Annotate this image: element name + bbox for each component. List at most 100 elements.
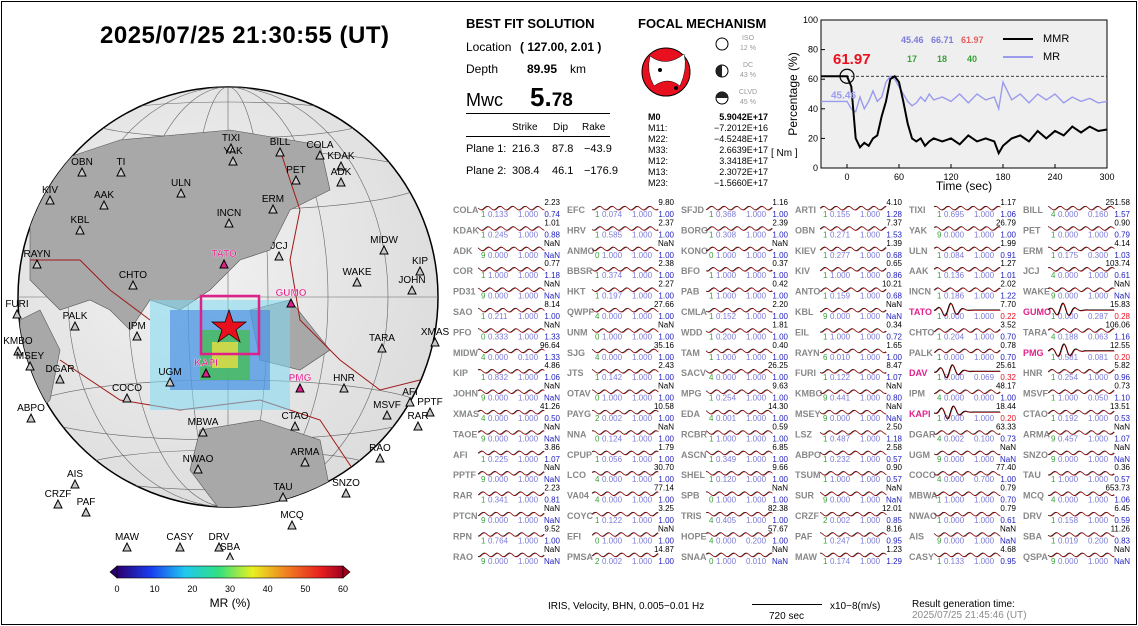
- station-ratio: 1.00: [658, 475, 674, 484]
- station-triangle-icon: [287, 519, 297, 530]
- station-code: KAPI: [909, 409, 931, 419]
- station-trace: QSPA NaN 9 0.000 1.000 NaN: [1023, 545, 1130, 566]
- station-ratio: 0.57: [1114, 475, 1130, 484]
- summary-bottom-value: 18: [937, 54, 947, 64]
- waveform-synthetic: [706, 389, 773, 395]
- waveform-synthetic: [478, 226, 545, 231]
- station-value-a: 0.000: [944, 373, 965, 382]
- station-amplitude: 63.33: [996, 422, 1017, 431]
- station-code: PAF: [795, 531, 813, 541]
- station-quality: 9: [823, 394, 828, 403]
- peak-label: 61.97: [833, 51, 871, 68]
- station-ratio: 1.00: [772, 292, 788, 301]
- station-value-a: 0.186: [944, 292, 965, 301]
- station-trace: PAYG 10.58 2 0.002 1.000 1.00: [567, 402, 675, 423]
- station-triangle-icon: [228, 155, 238, 166]
- station-code: BORG: [681, 225, 708, 235]
- station-value-b: 0.081: [1088, 353, 1109, 362]
- station-ratio: 0.68: [886, 251, 902, 260]
- dip-header: Dip: [553, 122, 569, 133]
- tensor-key: M13:: [648, 167, 669, 177]
- station-amplitude: 30.70: [654, 463, 675, 472]
- station-quality: 1: [1051, 373, 1056, 382]
- station-ratio: 1.22: [1000, 292, 1016, 301]
- map-station-label: PPTF: [417, 397, 443, 408]
- station-code: LCO: [567, 470, 586, 480]
- station-amplitude: 2.50: [886, 422, 902, 431]
- station-value-a: 0.308: [716, 230, 737, 239]
- station-value-a: 1.000: [716, 292, 737, 301]
- station-quality: 1: [823, 475, 828, 484]
- station-value-b: 1.000: [860, 434, 881, 443]
- station-value-a: 0.002: [944, 434, 965, 443]
- station-code: AIS: [909, 531, 924, 541]
- legend-entry: MMR: [1043, 33, 1069, 45]
- station-trace: INCN 2.02 1 0.186 1.000 1.22: [909, 280, 1017, 301]
- waveform-synthetic: [592, 532, 659, 537]
- station-quality: 4: [595, 496, 600, 505]
- station-value-a: 0.211: [488, 312, 508, 321]
- map-station: JCJ: [270, 241, 288, 261]
- waveform-synthetic: [592, 553, 659, 558]
- station-code: VA04: [567, 491, 589, 501]
- station-value-a: 0.000: [944, 536, 965, 545]
- station-value-a: 1.000: [602, 394, 623, 403]
- map-station-label: DRV: [209, 532, 230, 543]
- station-code: SHEL: [681, 470, 706, 480]
- station-amplitude: 35.16: [654, 341, 675, 350]
- station-trace: ANTO 10.21 1 0.159 1.000 0.68: [795, 280, 903, 301]
- station-ratio: 0.20: [1000, 414, 1016, 423]
- map-station-label: KAPI: [194, 358, 218, 369]
- station-value-b: 1.000: [974, 251, 995, 260]
- y-tick-label: 80: [808, 45, 818, 55]
- station-amplitude: 4.86: [544, 361, 560, 370]
- station-ratio: 1.00: [772, 536, 788, 545]
- station-value-a: 0.245: [488, 230, 509, 239]
- station-value-b: 1.000: [632, 292, 653, 301]
- station-ratio: 1.07: [1114, 434, 1130, 443]
- waveform-synthetic: [934, 389, 1001, 395]
- station-trace: ABPO 2.58 1 0.232 1.000 0.57: [795, 443, 903, 464]
- summary-bottom-value: 17: [907, 54, 917, 64]
- station-value-b: 1.000: [746, 210, 767, 219]
- station-value-b: 1.000: [860, 292, 881, 301]
- station-code: KIP: [453, 368, 468, 378]
- station-amplitude: 2.37: [658, 218, 674, 227]
- station-amplitude: 8.16: [886, 524, 902, 533]
- station-ratio: 1.00: [772, 414, 788, 423]
- station-ratio: 1.00: [772, 455, 788, 464]
- station-value-b: 1.000: [974, 271, 995, 280]
- station-triangle-icon: [219, 258, 229, 269]
- tensor-key: M0: [648, 112, 661, 122]
- station-value-b: 1.000: [860, 353, 881, 362]
- station-trace: WDD 1.81 1 0.200 1.000 1.00: [681, 320, 789, 341]
- map-station-label: OBN: [71, 157, 93, 168]
- map-station-label: TI: [117, 157, 126, 168]
- map-station-label: AAK: [94, 190, 114, 201]
- station-quality: 1: [709, 271, 714, 280]
- station-triangle-icon: [13, 345, 23, 356]
- waveform-synthetic: [706, 451, 773, 456]
- station-value-b: 1.000: [860, 394, 881, 403]
- map-station: ABPO: [17, 403, 45, 423]
- station-value-b: 1.000: [746, 455, 767, 464]
- station-value-a: 0.000: [488, 414, 509, 423]
- station-value-a: 0.000: [716, 373, 737, 382]
- waveform-synthetic: [1048, 471, 1115, 476]
- waveform-synthetic: [820, 247, 887, 252]
- station-amplitude: 3.52: [1000, 320, 1016, 329]
- station-triangle-icon: [77, 166, 87, 177]
- station-value-a: 0.019: [1058, 536, 1079, 545]
- station-value-b: 1.000: [860, 312, 881, 321]
- station-quality: 9: [1051, 557, 1056, 566]
- station-trace: KIEV 1.39 1 0.277 1.000 0.68: [795, 239, 903, 260]
- station-triangle-icon: [175, 541, 185, 552]
- station-trace: COCO 77.40 4 0.000 0.700 1.00: [909, 463, 1017, 484]
- station-amplitude: 6.85: [772, 443, 788, 452]
- station-amplitude: 9.63: [772, 382, 788, 391]
- station-value-a: 0.142: [602, 373, 623, 382]
- station-value-b: 0.010: [746, 557, 767, 566]
- station-amplitude: NaN: [886, 484, 902, 493]
- station-quality: 1: [823, 271, 828, 280]
- tensor-row: M12: 3.3418E+17: [648, 156, 768, 167]
